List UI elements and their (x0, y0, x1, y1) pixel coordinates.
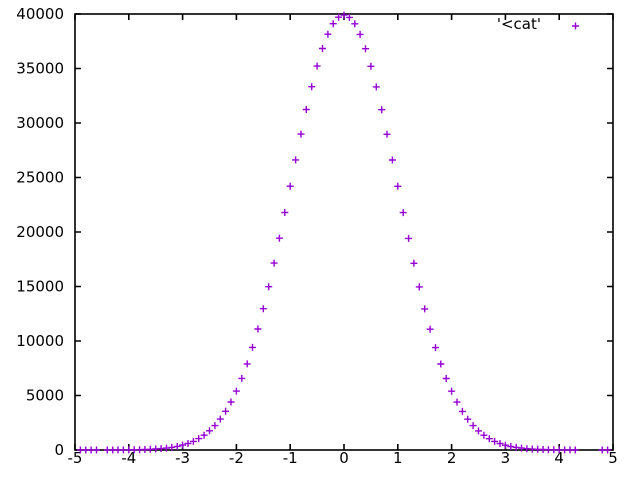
y-tick-label: 30000 (16, 114, 64, 132)
legend-label: '<cat' (497, 15, 541, 33)
x-tick-label: 1 (393, 449, 403, 467)
y-tick-label: 5000 (26, 387, 64, 405)
y-tick-label: 15000 (16, 278, 64, 296)
x-tick-label: -1 (283, 449, 298, 467)
x-tick-label: 3 (501, 449, 511, 467)
x-tick-label: 0 (339, 449, 349, 467)
x-tick-label: -5 (68, 449, 83, 467)
x-tick-label: -2 (229, 449, 244, 467)
plot-border (74, 13, 614, 451)
x-tick-label: 2 (447, 449, 457, 467)
y-tick-label: 35000 (16, 60, 64, 78)
x-tick-label: -3 (175, 449, 190, 467)
y-tick-label: 10000 (16, 332, 64, 350)
series-points (76, 11, 612, 454)
y-tick-label: 40000 (16, 5, 64, 23)
legend-plus-icon (572, 22, 579, 30)
x-tick-label: -4 (121, 449, 136, 467)
x-tick-label: 4 (554, 449, 564, 467)
y-tick-label: 0 (54, 441, 64, 459)
y-tick-label: 20000 (16, 223, 64, 241)
x-tick-label: 5 (608, 449, 618, 467)
y-tick-label: 25000 (16, 169, 64, 187)
